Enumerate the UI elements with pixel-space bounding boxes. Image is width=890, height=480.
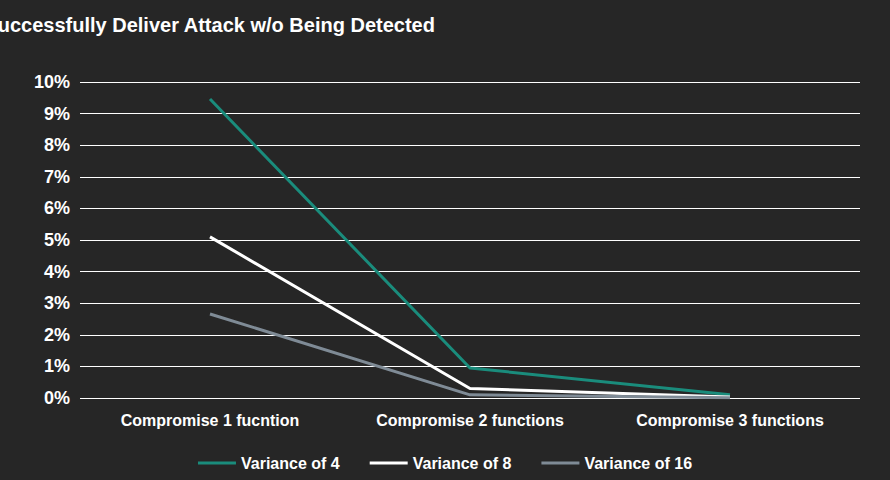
svg-text:6%: 6% <box>44 198 70 218</box>
svg-text:4%: 4% <box>44 262 70 282</box>
svg-text:Compromise 3 functions: Compromise 3 functions <box>636 412 824 429</box>
svg-text:Variance of 16: Variance of 16 <box>584 455 692 472</box>
svg-text:0%: 0% <box>44 388 70 408</box>
svg-text:1%: 1% <box>44 356 70 376</box>
svg-text:Variance of 8: Variance of 8 <box>413 455 512 472</box>
svg-text:Compromise 1 fucntion: Compromise 1 fucntion <box>121 412 300 429</box>
svg-text:Compromise 2 functions: Compromise 2 functions <box>376 412 564 429</box>
svg-text:2%: 2% <box>44 325 70 345</box>
svg-text:Variance of 4: Variance of 4 <box>241 455 340 472</box>
svg-text:3%: 3% <box>44 293 70 313</box>
svg-text:9%: 9% <box>44 104 70 124</box>
svg-text:5%: 5% <box>44 230 70 250</box>
svg-text:7%: 7% <box>44 167 70 187</box>
svg-text:Probability of Attackers Succe: Probability of Attackers Successfully De… <box>0 14 435 36</box>
svg-text:8%: 8% <box>44 135 70 155</box>
svg-text:10%: 10% <box>34 72 70 92</box>
